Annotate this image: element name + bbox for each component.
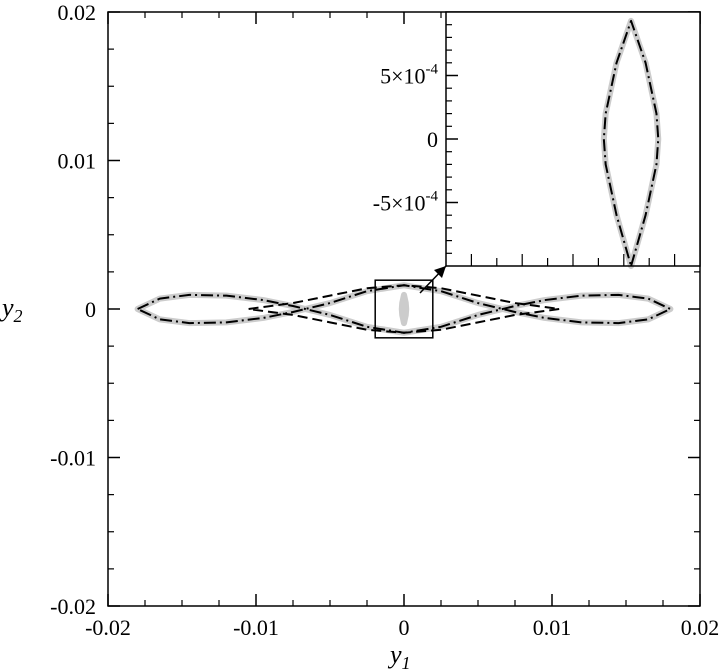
inset-ticks-group — [446, 24, 676, 266]
x-tick-label: 0.01 — [533, 615, 572, 640]
x-tick-label: 0 — [399, 615, 410, 640]
inset-y-tick-label: 5×10-4 — [380, 62, 438, 89]
inset-background — [446, 12, 700, 266]
main-series-group — [134, 282, 674, 336]
x-axis-label-sub: 1 — [402, 653, 411, 672]
y-tick-label: -0.01 — [50, 446, 96, 471]
x-axis-label-main: y — [387, 640, 402, 669]
y-axis-label-sub: 2 — [14, 306, 23, 326]
main-series-3 — [398, 291, 410, 327]
main-series-1 — [137, 284, 672, 334]
inset-series-group — [600, 17, 662, 269]
inset-series-1 — [602, 19, 660, 267]
x-axis-label: y1 — [387, 640, 411, 672]
inset-y-tick-label: -5×10-4 — [373, 189, 439, 216]
inset-tick-labels-group: -5×10-4 0 5×10-4 — [373, 62, 439, 216]
y-tick-label: 0.02 — [58, 0, 97, 25]
y-axis-label: y2 — [0, 293, 23, 326]
main-series-2 — [248, 284, 561, 334]
y-axis-label-main: y — [0, 293, 14, 322]
main-tick-labels-group: -0.02 -0.01 0 0.01 0.02 -0.02 -0.01 0 0.01 0.02 — [50, 0, 719, 640]
inset-y-tick-label: 0 — [427, 127, 438, 152]
x-tick-label: -0.01 — [233, 615, 279, 640]
y-tick-label: 0.01 — [58, 149, 97, 174]
zoom-arrow-head — [434, 266, 446, 278]
x-tick-label: -0.02 — [85, 615, 131, 640]
zoom-box — [374, 279, 434, 339]
x-tick-label: 0.02 — [681, 615, 720, 640]
inset-plot: -5×10-4 0 5×10-4 — [373, 11, 701, 269]
y-tick-label: 0 — [85, 297, 96, 322]
y-tick-label: -0.02 — [50, 594, 96, 619]
